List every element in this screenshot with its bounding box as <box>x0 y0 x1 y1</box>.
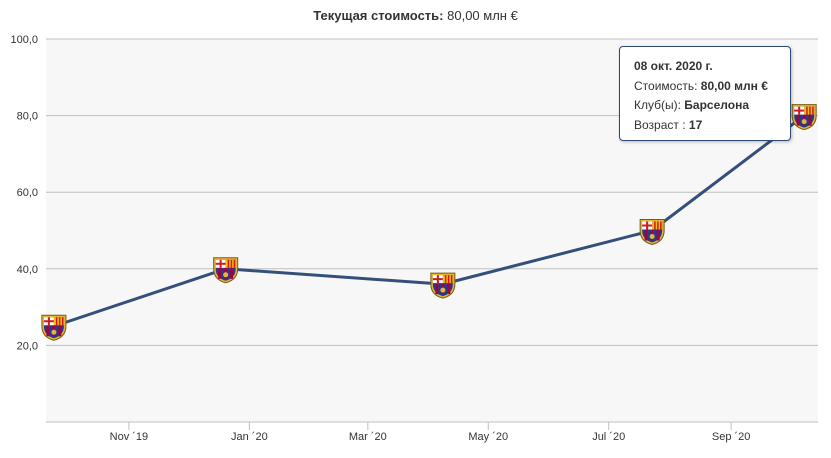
tooltip-value: 80,00 млн € <box>700 78 768 93</box>
data-point-tooltip: 08 окт. 2020 г. Стоимость: 80,00 млн € К… <box>619 46 791 141</box>
tooltip-age: 17 <box>688 117 703 132</box>
y-tick-label: 80,0 <box>17 111 38 123</box>
y-tick-label: 40,0 <box>17 264 38 276</box>
chart-title-value: 80,00 млн € <box>447 8 518 23</box>
y-tick-label: 100,0 <box>10 34 38 46</box>
tooltip-age-label: Возраст : <box>634 117 686 132</box>
x-tick-label: Sep ´20 <box>712 431 751 443</box>
fc-barcelona-crest-icon <box>639 219 665 246</box>
chart-title-label: Текущая стоимость: <box>313 8 444 23</box>
tooltip-date: 08 окт. 2020 г. <box>634 59 713 73</box>
tooltip-value-label: Стоимость: <box>634 78 698 93</box>
fc-barcelona-crest-icon <box>213 257 239 284</box>
x-tick-label: Mar ´20 <box>349 431 387 443</box>
chart-title: Текущая стоимость: 80,00 млн € <box>0 8 831 23</box>
x-tick-label: Jan ´20 <box>231 431 268 443</box>
tooltip-club-row: Клуб(ы): Барселона <box>634 96 776 116</box>
fc-barcelona-crest-icon <box>791 104 817 131</box>
tooltip-club: Барселона <box>684 98 749 112</box>
x-tick-label: Nov ´19 <box>110 431 149 443</box>
fc-barcelona-crest-icon <box>41 314 67 341</box>
y-tick-label: 60,0 <box>17 187 38 199</box>
tooltip-club-label: Клуб(ы): <box>634 98 681 112</box>
x-tick-label: May ´20 <box>468 431 508 443</box>
tooltip-value-row: Стоимость: 80,00 млн € <box>634 77 776 97</box>
x-tick-label: Jul ´20 <box>592 431 625 443</box>
y-tick-label: 20,0 <box>17 340 38 352</box>
fc-barcelona-crest-icon <box>430 272 456 299</box>
tooltip-age-row: Возраст : 17 <box>634 116 776 136</box>
